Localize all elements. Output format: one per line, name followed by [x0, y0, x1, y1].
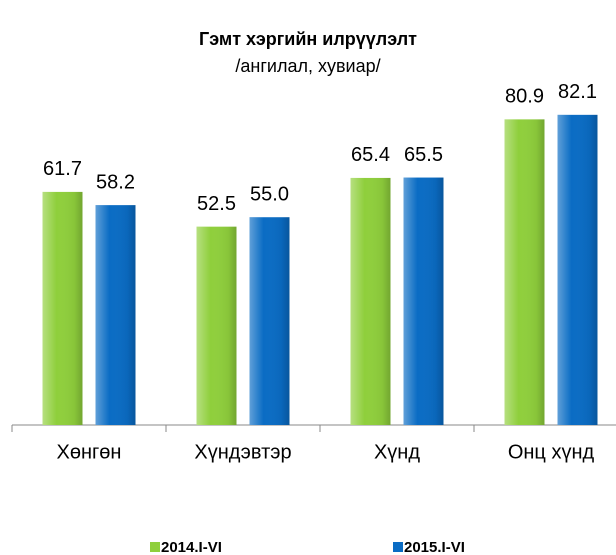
legend-label: 2015.I-VI	[404, 539, 465, 555]
bar-shine	[95, 205, 136, 425]
bar-shine	[249, 217, 290, 425]
bar-shine	[196, 226, 237, 425]
value-label: 65.4	[351, 144, 390, 166]
bar-shine	[42, 191, 83, 425]
bar-shine	[557, 114, 598, 425]
legend-label: 2014.I-VI	[161, 539, 222, 555]
bar-shine	[403, 177, 444, 425]
bar-shine	[504, 119, 545, 425]
bar-shine	[350, 177, 391, 425]
value-label: 65.5	[404, 144, 443, 166]
x-tick-label: Хүнд	[374, 441, 420, 463]
value-label: 80.9	[505, 86, 544, 108]
x-tick-label: Онц хүнд	[508, 441, 595, 463]
value-label: 52.5	[197, 193, 236, 215]
value-label: 61.7	[43, 158, 82, 180]
value-label: 55.0	[250, 184, 289, 206]
chart-title: Гэмт хэргийн илрүүлэлт	[199, 29, 417, 49]
legend-swatch	[150, 542, 160, 552]
value-label: 82.1	[558, 81, 597, 103]
legend-swatch	[393, 542, 403, 552]
chart-subtitle: /ангилал, хувиар/	[235, 56, 380, 76]
value-label: 58.2	[96, 171, 135, 193]
x-tick-label: Хүндэвтэр	[194, 441, 291, 463]
x-tick-label: Хөнгөн	[57, 441, 122, 463]
